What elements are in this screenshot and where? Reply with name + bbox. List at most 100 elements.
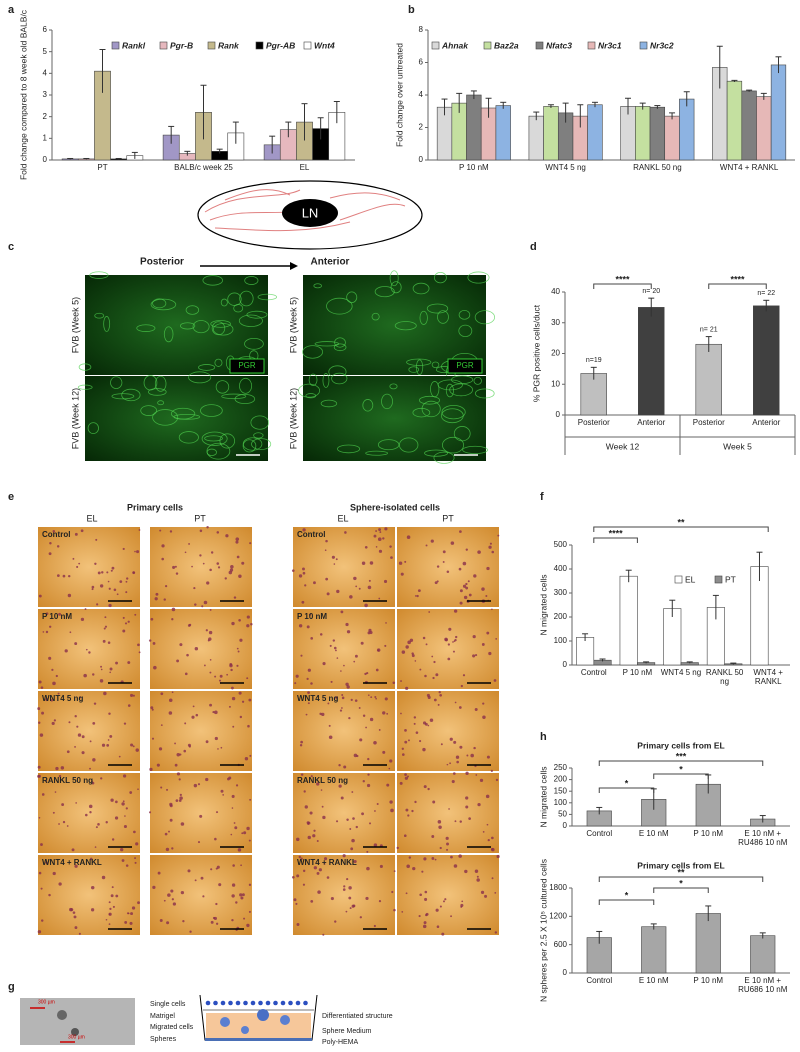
cell-texture bbox=[348, 896, 352, 900]
cell-texture bbox=[194, 646, 199, 651]
category-label: Control bbox=[586, 976, 613, 985]
cell-texture bbox=[206, 526, 209, 529]
cell-texture bbox=[214, 736, 218, 741]
error-bar bbox=[705, 905, 712, 922]
cell-texture bbox=[407, 640, 411, 645]
cell-texture bbox=[307, 691, 310, 694]
cell-texture bbox=[161, 544, 165, 548]
cell-texture bbox=[423, 785, 427, 789]
micrograph bbox=[150, 527, 252, 607]
cell-texture bbox=[226, 673, 229, 676]
cell-texture bbox=[109, 734, 113, 738]
cell-texture bbox=[313, 866, 318, 870]
cell-texture bbox=[67, 574, 71, 578]
cell-texture bbox=[462, 584, 467, 588]
cell-texture bbox=[238, 574, 242, 578]
cell-texture bbox=[192, 705, 195, 708]
cell-texture bbox=[495, 638, 498, 640]
cell-texture bbox=[434, 858, 437, 861]
cell-texture bbox=[182, 920, 185, 923]
y-tick-label: 0 bbox=[563, 660, 568, 669]
tissue-texture bbox=[462, 445, 489, 454]
cell-texture bbox=[122, 800, 125, 803]
cell-texture bbox=[338, 784, 342, 788]
error-bar bbox=[441, 98, 448, 116]
cell-texture bbox=[125, 591, 128, 594]
tissue-texture bbox=[371, 312, 380, 321]
significance-bracket bbox=[598, 876, 764, 882]
row-label: RANKL 50 ng bbox=[297, 776, 348, 785]
cell-texture bbox=[74, 715, 77, 718]
cell-texture bbox=[296, 874, 300, 878]
category-label: Anterior bbox=[637, 418, 666, 427]
cell-texture bbox=[359, 738, 363, 742]
sphere-diagram: 300 µm 300 µm bbox=[20, 994, 318, 1045]
cell-texture bbox=[233, 596, 237, 599]
cell-texture bbox=[421, 870, 424, 873]
cell-texture bbox=[396, 846, 399, 850]
cell-texture bbox=[131, 906, 136, 910]
y-tick-label: 3 bbox=[43, 90, 48, 99]
cell-texture bbox=[235, 901, 238, 904]
legend-swatch bbox=[255, 41, 264, 50]
tissue-texture bbox=[140, 405, 158, 416]
cell-texture bbox=[424, 890, 428, 894]
tissue-texture bbox=[442, 436, 465, 454]
cell-texture bbox=[107, 580, 110, 583]
row-label: P 10 nM bbox=[42, 612, 72, 621]
single-cell bbox=[205, 1000, 211, 1006]
tissue-texture bbox=[322, 373, 330, 388]
label-box: E 10 nM bbox=[639, 976, 669, 985]
bar bbox=[695, 913, 721, 974]
cell-texture bbox=[482, 715, 486, 719]
y-tick-label: 8 bbox=[419, 25, 424, 34]
micrograph bbox=[38, 855, 140, 935]
row-label: Control bbox=[42, 530, 70, 539]
cell-texture bbox=[45, 861, 48, 864]
significance-bracket bbox=[708, 283, 767, 289]
error-bar bbox=[596, 930, 603, 944]
cell-texture bbox=[124, 921, 128, 924]
cell-texture bbox=[465, 796, 469, 800]
cell-texture bbox=[218, 679, 222, 682]
error-bar bbox=[639, 102, 646, 110]
tissue-texture bbox=[210, 320, 231, 328]
cell-texture bbox=[373, 843, 378, 847]
cell-texture bbox=[467, 580, 470, 583]
category-label: RANKL 50 ng bbox=[633, 163, 682, 172]
cell-texture bbox=[322, 815, 326, 820]
y-tick-label: 200 bbox=[554, 612, 568, 621]
error-bar bbox=[317, 117, 324, 140]
cell-texture bbox=[316, 839, 319, 842]
cell-texture bbox=[481, 643, 485, 646]
cell-texture bbox=[454, 635, 458, 639]
cell-texture bbox=[329, 644, 332, 647]
y-axis-label: N migrated cells bbox=[538, 767, 548, 828]
category-label: E 10 nM + RU686 10 nM bbox=[738, 976, 788, 994]
category-label: Posterior bbox=[692, 418, 725, 427]
tissue-texture bbox=[212, 323, 234, 336]
cell-texture bbox=[367, 694, 370, 697]
category-label: PT bbox=[97, 163, 108, 172]
y-tick-label: 4 bbox=[43, 68, 48, 77]
diagram-label: Matrigel bbox=[150, 1013, 175, 1020]
cell-texture bbox=[466, 754, 469, 757]
cell-texture bbox=[81, 751, 85, 755]
micrograph bbox=[397, 855, 499, 935]
cell-texture bbox=[408, 739, 410, 742]
panel-letter: g bbox=[8, 981, 15, 993]
legend-label: Ahnak bbox=[441, 40, 469, 50]
bar bbox=[635, 106, 651, 161]
cell-texture bbox=[414, 660, 417, 662]
error-bar bbox=[683, 91, 690, 107]
cell-texture bbox=[111, 886, 114, 889]
tissue-texture bbox=[188, 371, 212, 384]
category-label: Anterior bbox=[752, 418, 781, 427]
cell-texture bbox=[370, 696, 373, 699]
cell-texture bbox=[491, 836, 494, 840]
cell-texture bbox=[71, 848, 75, 852]
legend-label: Rank bbox=[218, 40, 240, 50]
cell-texture bbox=[404, 560, 407, 563]
cell-texture bbox=[127, 704, 131, 707]
